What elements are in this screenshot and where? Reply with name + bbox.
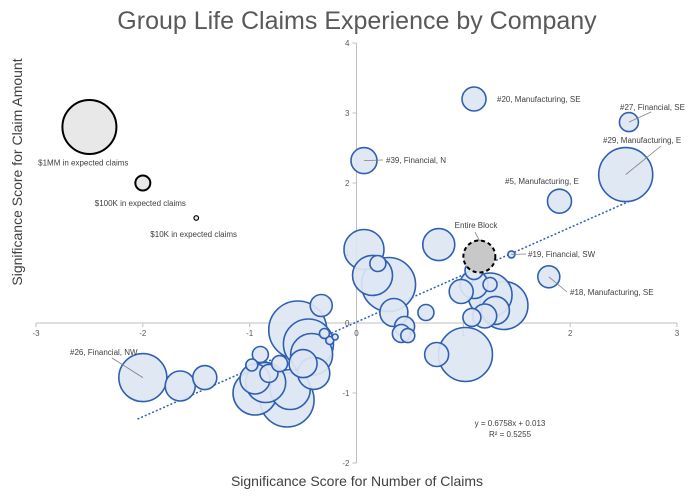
size-legend: $1MM in expected claims $100K in expected… <box>38 99 237 239</box>
leader-line <box>474 231 480 241</box>
data-bubble <box>191 364 218 391</box>
y-tick-label: -2 <box>342 459 350 468</box>
size-legend-bubble <box>193 215 200 221</box>
entire-block-label: Entire Block <box>455 221 499 230</box>
data-bubble <box>331 333 339 341</box>
data-bubble <box>309 293 334 318</box>
x-tick-label: -2 <box>139 329 147 338</box>
data-bubble <box>288 348 318 379</box>
leader-line <box>548 276 568 293</box>
x-tick-label: -3 <box>32 329 40 338</box>
trend-r-squared: R² = 0.5255 <box>489 430 532 439</box>
data-labels: #20, Manufacturing, SE #27, Financial, SE… <box>70 95 685 378</box>
data-bubble <box>318 327 331 340</box>
leader-line <box>363 159 384 161</box>
data-label: #39, Financial, N <box>386 156 446 165</box>
x-tick-label: 2 <box>568 329 573 338</box>
data-bubble <box>482 276 498 293</box>
data-bubble <box>618 111 640 133</box>
size-legend-bubble <box>134 174 152 192</box>
y-tick-label: 0 <box>345 319 350 328</box>
leader-line <box>625 145 662 175</box>
leader-line <box>628 111 652 123</box>
data-bubble <box>270 354 289 373</box>
trend-equation: y = 0.6758x + 0.013 <box>475 419 546 428</box>
data-bubble <box>369 254 387 273</box>
data-label: #18, Manufacturing, SE <box>570 288 654 297</box>
data-bubble <box>461 86 487 112</box>
size-legend-label: $1MM in expected claims <box>38 159 128 168</box>
size-legend-bubble <box>61 99 118 155</box>
data-label: #20, Manufacturing, SE <box>497 95 581 104</box>
data-bubble <box>421 227 456 262</box>
y-axis-title: Significance Score for Claim Amount <box>9 58 25 285</box>
y-tick-label: 3 <box>345 109 350 118</box>
x-tick-label: -1 <box>246 329 254 338</box>
x-axis-title: Significance Score for Number of Claims <box>231 473 483 489</box>
chart-title: Group Life Claims Experience by Company <box>117 7 597 35</box>
data-bubble <box>251 345 270 364</box>
entire-block-bubble <box>462 239 497 274</box>
leader-line <box>111 357 144 378</box>
data-bubble <box>423 341 450 368</box>
data-bubble <box>462 307 482 328</box>
x-tick-label: 0 <box>354 329 359 338</box>
data-bubble <box>245 358 259 372</box>
size-legend-label: $10K in expected claims <box>150 230 237 239</box>
data-label: #26, Financial, NW <box>70 348 138 357</box>
y-tick-label: 2 <box>345 179 350 188</box>
data-label: #27, Financial, SE <box>620 103 685 112</box>
data-bubble <box>399 327 416 344</box>
data-bubble <box>448 278 474 305</box>
y-tick-label: -1 <box>342 389 350 398</box>
y-tick-label: 4 <box>345 39 350 48</box>
data-bubble <box>546 188 573 214</box>
data-bubble <box>164 370 197 402</box>
data-label: #29, Manufacturing, E <box>603 136 681 145</box>
size-legend-label: $100K in expected claims <box>95 199 186 208</box>
data-label: #19, Financial, SW <box>528 250 596 259</box>
data-label: #5, Manufacturing, E <box>505 177 579 186</box>
x-tick-label: 3 <box>675 329 680 338</box>
data-bubble <box>417 303 435 322</box>
